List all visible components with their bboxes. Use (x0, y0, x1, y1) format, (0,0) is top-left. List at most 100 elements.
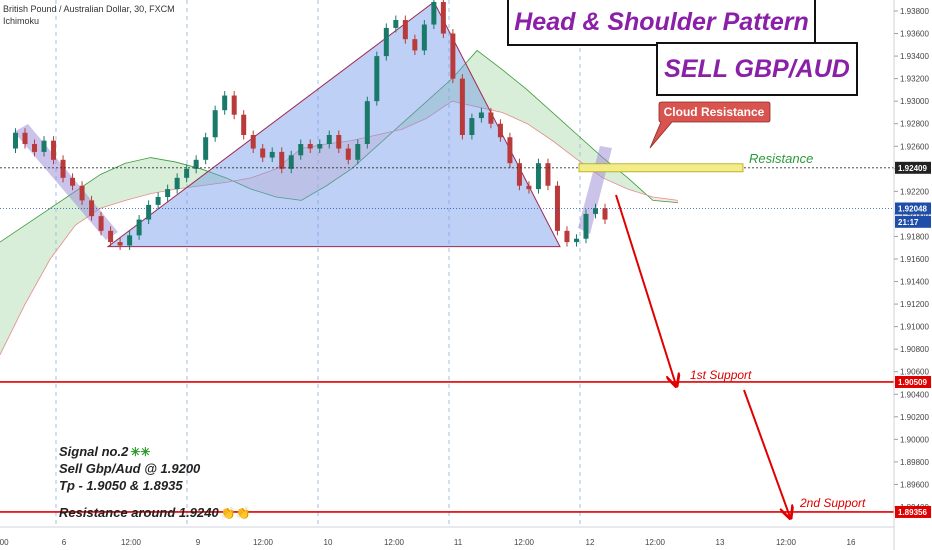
y-tick-label: 1.91600 (900, 255, 929, 264)
senkou-span-a (0, 49, 679, 243)
price-tag-support (895, 375, 931, 388)
cloud-segment (25, 208, 51, 305)
signal-note: Signal no.2 ✳✳ (59, 444, 151, 459)
price-tag-support (895, 505, 931, 518)
price-tag-label: 1.92409 (898, 164, 927, 173)
candle-body (89, 200, 95, 217)
candle-body (431, 1, 437, 25)
candle-body (478, 112, 484, 119)
candle-body (507, 137, 513, 164)
candle-body (146, 204, 152, 220)
candle-body (13, 132, 19, 149)
cloud-segment (426, 78, 452, 119)
candle-body (554, 185, 560, 231)
chart-overlays: Resistance Cloud Resistance 1st Support 2nd… (0, 101, 894, 517)
candle-body (136, 219, 142, 236)
candle-body (317, 144, 323, 149)
candle-body (516, 163, 522, 186)
price-axis: 1.93800 1.93600 1.93400 1.93200 1.93000 1.928… (893, 0, 932, 550)
x-tick-label: 11 (454, 538, 463, 547)
cloud-segment (50, 191, 76, 259)
y-tick-label: 1.89800 (900, 458, 929, 467)
candle-body (260, 148, 266, 158)
pattern-triangle (106, 1, 561, 248)
candle-body (127, 235, 133, 246)
candle-body (70, 177, 76, 186)
candle-body (279, 151, 285, 169)
resistance-zone (578, 163, 744, 173)
price-tag-timer (895, 215, 931, 228)
y-tick-label: 1.90600 (900, 368, 929, 377)
pattern-title: Head & Shoulder Pattern (514, 7, 809, 36)
candle-body (174, 177, 180, 190)
entry-note: Sell Gbp/Aud @ 1.9200 (59, 461, 201, 476)
x-tick-label: 12:00 (384, 538, 405, 547)
x-tick-label: :00 (0, 538, 9, 547)
signal-icons: ✳✳ (130, 445, 151, 459)
candle-body (336, 135, 342, 149)
y-tick-label: 1.90000 (900, 435, 929, 444)
y-tick-label: 1.93000 (900, 97, 929, 106)
candle-body (79, 185, 85, 201)
candle-body (193, 159, 199, 169)
candle-body (488, 112, 494, 124)
candle-body (307, 144, 313, 149)
candle-body (402, 20, 408, 40)
cloud-segment (0, 225, 26, 355)
indicator-label: Ichimoku (3, 16, 40, 26)
y-tick-label: 1.91200 (900, 300, 929, 309)
support1-label: 1st Support (690, 368, 752, 382)
candle-body (364, 101, 370, 145)
price-tag-label: 21:17 (898, 218, 919, 227)
cloud-segment (527, 89, 553, 141)
y-tick-label: 1.92600 (900, 142, 929, 151)
x-tick-label: 12:00 (776, 538, 797, 547)
candle-body (469, 118, 475, 135)
candle-body (165, 189, 171, 197)
resistance-label: Resistance (749, 151, 813, 166)
y-tick-label: 1.90200 (900, 413, 929, 422)
cloud-segment (326, 140, 352, 186)
x-tick-label: 16 (847, 538, 856, 547)
cloud-segment (100, 163, 126, 209)
candle-body (51, 140, 57, 160)
candle-body (98, 216, 104, 231)
candle-body (421, 24, 427, 51)
candle-body (374, 56, 380, 102)
candle-body (383, 27, 389, 57)
candle-body (412, 39, 418, 51)
cloud-resistance-label: Cloud Resistance (664, 105, 765, 119)
price-tag-dotted (895, 161, 931, 174)
candle-body (203, 137, 209, 160)
cloud-segment (552, 112, 578, 160)
x-tick-label: 6 (62, 538, 67, 547)
y-tick-label: 1.93800 (900, 7, 929, 16)
cloud-segment (200, 168, 226, 186)
candle-body (497, 123, 503, 138)
trade-title: SELL GBP/AUD (664, 54, 850, 83)
price-axis-bg (894, 0, 932, 550)
cloud-resistance-callout (649, 101, 771, 149)
y-tick-label: 1.93200 (900, 75, 929, 84)
cloud-segment (502, 69, 528, 124)
candle-body (22, 132, 28, 145)
x-tick-label: 12:00 (121, 538, 142, 547)
x-tick-label: 12:00 (514, 538, 535, 547)
candle-body (117, 242, 123, 246)
candle-body (60, 159, 66, 178)
x-tick-label: 12:00 (253, 538, 274, 547)
y-tick-label: 1.93400 (900, 52, 929, 61)
candle-body (545, 163, 551, 186)
y-tick-label: 1.90800 (900, 345, 929, 354)
candle-body (583, 213, 589, 239)
x-tick-label: 10 (324, 538, 333, 547)
candle-body (241, 114, 247, 135)
cloud-segment (125, 157, 151, 201)
candle-body (573, 238, 579, 243)
candle-body (108, 230, 114, 243)
candle-body (440, 1, 446, 34)
y-tick-label: 1.92200 (900, 187, 929, 196)
target-note: Tp - 1.9050 & 1.8935 (59, 478, 183, 493)
y-tick-label: 1.91000 (900, 323, 929, 332)
